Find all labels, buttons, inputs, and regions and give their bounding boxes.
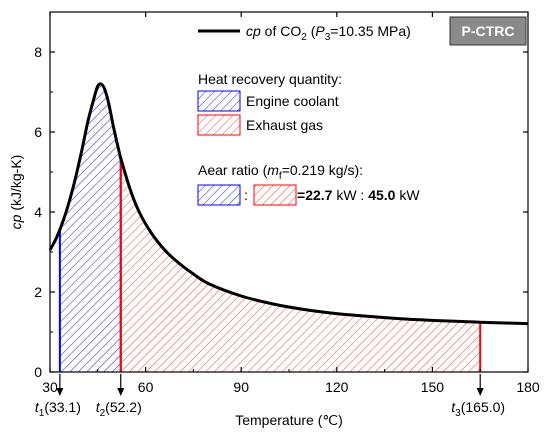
marker-label: t3(165.0)	[451, 399, 505, 419]
x-axis-ticks: 30 60 90 120 150 180	[42, 12, 540, 395]
ratio-values: =22.7 kW : 45.0 kW	[297, 187, 420, 203]
shaded-region-engine-coolant	[59, 83, 121, 372]
x-axis-label: Temperature (℃)	[235, 412, 343, 428]
coolant-swatch	[197, 90, 241, 112]
temperature-markers: t1(33.1) t2(52.2) t3(165.0)	[35, 374, 505, 419]
y-tick-label: 2	[34, 284, 42, 300]
marker-arrow-head	[117, 388, 125, 396]
exhaust-swatch	[197, 114, 241, 136]
region-edges	[58, 158, 482, 372]
ratio-separator: :	[244, 187, 248, 203]
ratio-coolant-swatch	[197, 184, 241, 206]
x-tick-label: 150	[421, 379, 445, 395]
x-tick-label: 180	[516, 379, 540, 395]
cp-curve-line	[48, 82, 529, 326]
y-tick-label: 8	[34, 44, 42, 60]
area-ratio-title: Aear ratio (mf=0.219 kg/s):	[198, 162, 363, 182]
x-tick-label: 120	[325, 379, 349, 395]
ptrc-badge	[449, 16, 527, 46]
exhaust-label: Exhaust gas	[246, 117, 323, 133]
ptrc-badge-label: P-CTRC	[462, 23, 515, 39]
x-tick-label: 90	[233, 379, 249, 395]
y-axis-label: cp (kJ/kg-K)	[8, 155, 24, 230]
coolant-label: Engine coolant	[246, 93, 339, 109]
heat-recovery-title: Heat recovery quantity:	[198, 71, 342, 87]
y-axis-ticks: 0 2 4 6 8	[34, 44, 528, 380]
marker-label: t1(33.1)	[35, 399, 81, 419]
marker-arrow-head	[56, 388, 64, 396]
y-tick-label: 0	[34, 364, 42, 380]
x-tick-label: 60	[138, 379, 154, 395]
marker-label: t2(52.2)	[96, 399, 142, 419]
marker-arrow-head	[476, 388, 484, 396]
ratio-exhaust-swatch	[253, 184, 297, 206]
y-tick-label: 6	[34, 124, 42, 140]
y-tick-label: 4	[34, 204, 42, 220]
x-tick-label: 30	[42, 379, 58, 395]
legend: cp of CO2 (P3=10.35 MPa) P-CTRC Heat rec…	[197, 16, 527, 206]
legend-cp-label: cp of CO2 (P3=10.35 MPa)	[246, 23, 411, 43]
